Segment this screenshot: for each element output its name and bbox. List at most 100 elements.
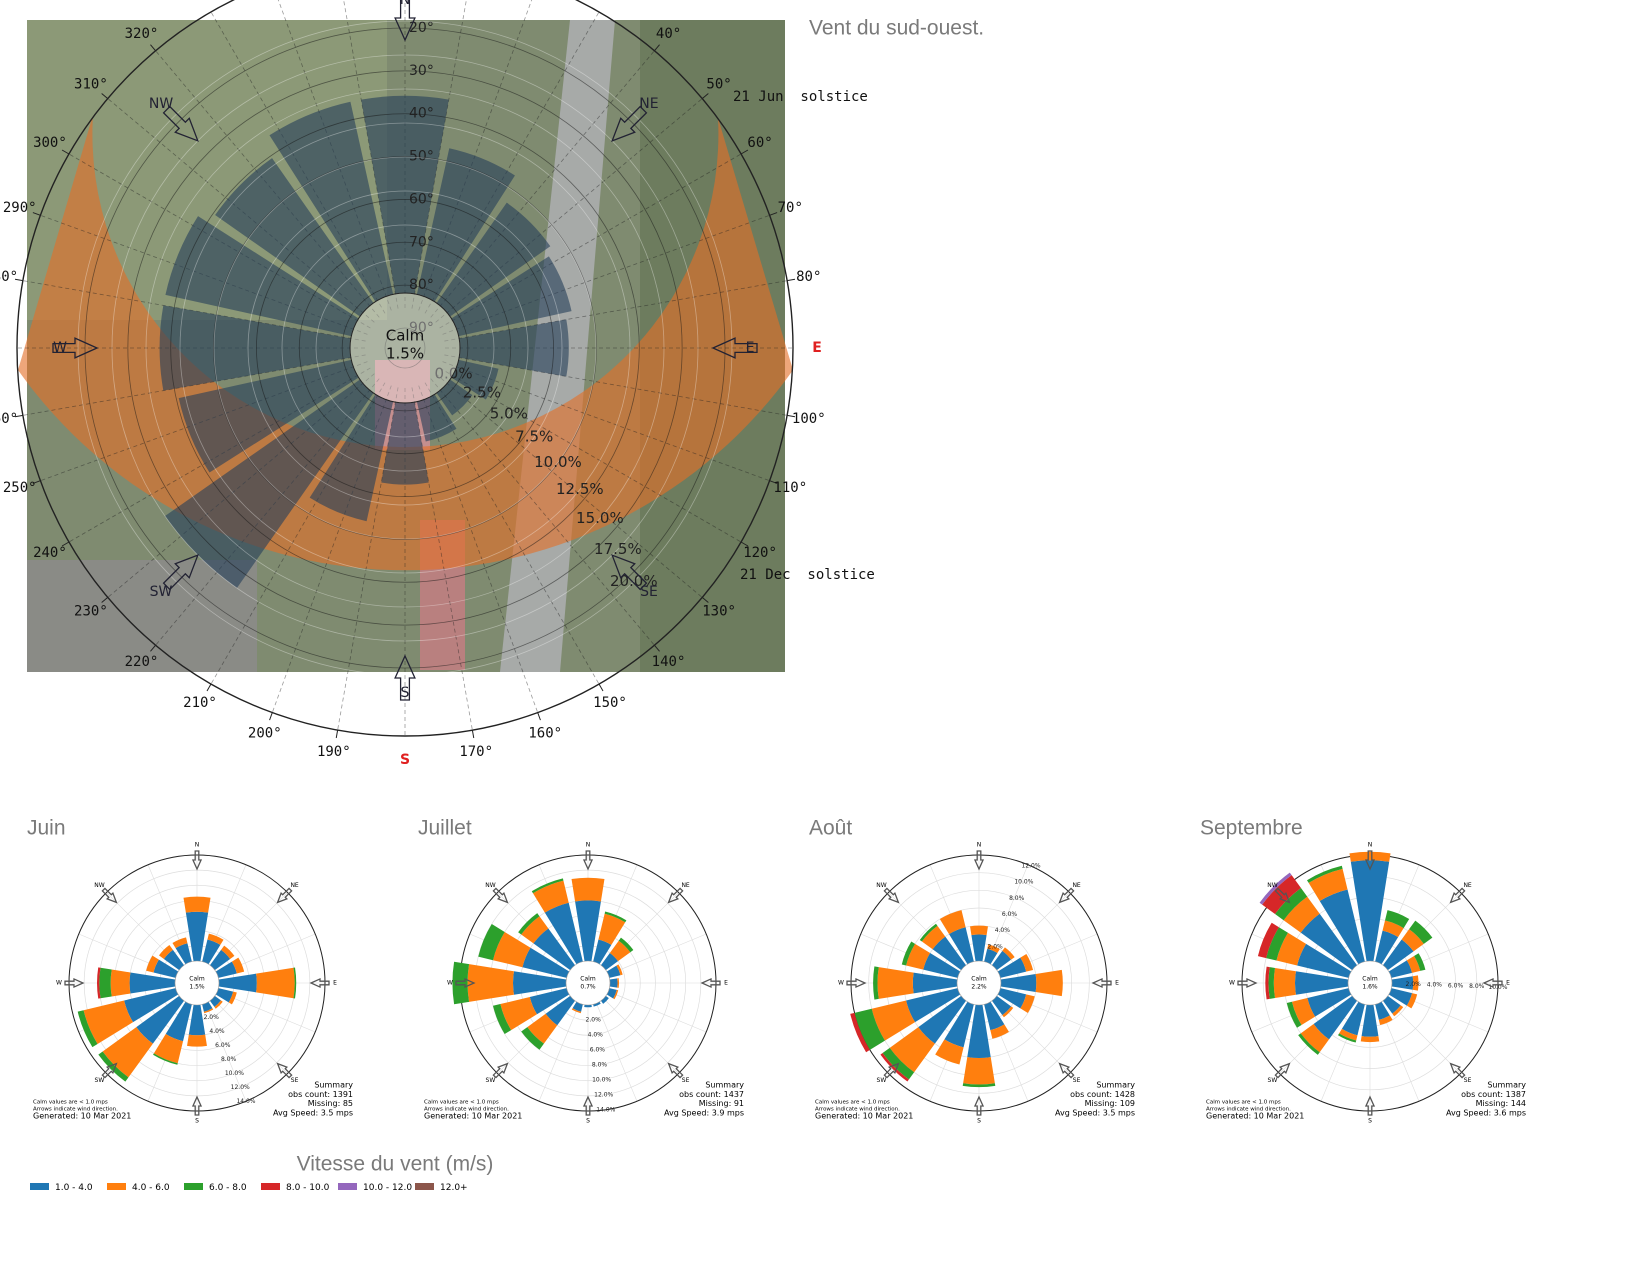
legend-swatch: [30, 1183, 49, 1190]
main-rose: 20°30°40°50°60°70°80°90°0.0%2.5%5.0%7.5%…: [0, 0, 875, 768]
rose-segment: [1338, 1033, 1357, 1043]
rose-segment: [500, 996, 537, 1031]
radial-grid: [538, 1003, 580, 1102]
direction-label: E: [746, 340, 755, 356]
azimuth-tick: [769, 480, 778, 484]
summary: Avg Speed: 3.6 mps: [1446, 1108, 1526, 1117]
azimuth-label: 50°: [706, 76, 731, 92]
azimuth-tick: [101, 93, 109, 99]
rose-segment: [452, 961, 470, 1005]
azimuth-tick: [14, 414, 23, 418]
rose-segment: [854, 1008, 885, 1050]
ring-label: 6.0%: [1448, 982, 1464, 989]
direction-label: W: [53, 340, 67, 356]
direction-label: N: [400, 0, 410, 8]
rose-segment: [575, 900, 601, 962]
summary: obs count: 1387: [1461, 1090, 1526, 1099]
elevation-label: 20°: [409, 20, 434, 36]
rose-petal: [416, 148, 515, 302]
ring-grid: [868, 872, 1090, 1094]
azimuth-label: 200°: [248, 725, 282, 741]
rose-segment: [1291, 998, 1316, 1025]
rose-segment: [529, 988, 570, 1015]
direction-label: S: [1368, 1118, 1372, 1125]
summary: Summary: [705, 1081, 744, 1090]
summary: Missing: 144: [1476, 1099, 1526, 1108]
rose-segment: [163, 949, 185, 971]
direction-label: SW: [150, 584, 173, 600]
rose-segment: [478, 924, 505, 961]
rose-segment: [1268, 967, 1275, 999]
azimuth-label: 130°: [702, 604, 736, 620]
calm-circle: [565, 960, 611, 1006]
rose-segment: [1286, 1001, 1302, 1028]
rose-segment: [921, 925, 946, 950]
rose-segment: [949, 927, 974, 965]
azimuth-label: 310°: [74, 76, 108, 92]
rose-segment: [939, 910, 966, 935]
elevation-circle: [256, 199, 554, 497]
calm-value: 1.5%: [189, 984, 205, 991]
rose-segment: [970, 925, 988, 936]
summary: Avg Speed: 3.5 mps: [273, 1108, 353, 1117]
azimuth-label: 40°: [656, 26, 681, 42]
azimuth-tick: [701, 93, 709, 99]
radial-grid: [603, 998, 679, 1074]
summary: Avg Speed: 3.5 mps: [1055, 1108, 1135, 1117]
rose-segment: [1276, 932, 1307, 966]
direction-arrow: [1091, 977, 1112, 989]
rose-segment: [617, 978, 620, 988]
azimuth-tick: [206, 683, 212, 692]
rose-petal: [178, 359, 359, 473]
chart-title: Juillet: [418, 817, 472, 840]
legend-swatch: [415, 1183, 434, 1190]
rose-segment: [531, 878, 564, 894]
ring-label: 2.0%: [204, 1014, 220, 1021]
rose-segment: [923, 953, 961, 978]
azimuth-tick: [787, 278, 796, 282]
rose-ring-label: 12.5%: [556, 480, 604, 498]
rose-segment: [877, 967, 914, 999]
rose-petal: [165, 216, 359, 337]
rose-segment: [1306, 865, 1343, 883]
note: Arrows indicate wind direction.: [424, 1107, 509, 1113]
rose-segment: [1378, 1015, 1393, 1026]
rose-segment: [207, 933, 224, 945]
calm-value: 1.6%: [1362, 984, 1378, 991]
rose-segment: [187, 1034, 207, 1047]
direction-label: NE: [1463, 882, 1471, 889]
rose-segment: [102, 1027, 153, 1078]
rose-segment: [571, 877, 605, 902]
direction-arrow: [883, 1062, 900, 1079]
ring-label: 4.0%: [209, 1028, 225, 1035]
small-roses: Juin2.0%4.0%6.0%8.0%10.0%12.0%14.0%Calm1…: [27, 817, 1526, 1125]
calm-value: 1.5%: [386, 345, 424, 363]
direction-arrow: [846, 977, 867, 989]
rose-segment: [613, 989, 619, 1000]
direction-arrow: [711, 337, 758, 359]
rose-segment: [1409, 920, 1433, 944]
rose-segment: [1385, 910, 1410, 929]
calm-label: Calm: [580, 976, 596, 983]
direction-arrow: [611, 554, 648, 591]
direction-arrow: [162, 105, 199, 142]
rose-segment: [967, 1004, 991, 1059]
summary: obs count: 1428: [1070, 1090, 1135, 1099]
rose-segment: [172, 937, 188, 949]
rose-segment: [919, 923, 938, 942]
direction-arrow: [64, 977, 85, 989]
rose-segment: [146, 955, 159, 973]
direction-label: N: [1368, 842, 1373, 849]
azimuth-label: 80°: [796, 269, 821, 285]
azimuth-label: 190°: [317, 744, 351, 760]
rose-segment: [1339, 1028, 1358, 1041]
azimuth-label: 250°: [3, 480, 37, 496]
ring-label: 14.0%: [596, 1106, 615, 1113]
rose-ring-label: 2.5%: [463, 383, 501, 401]
azimuth-line: [424, 382, 600, 685]
note: Generated: 10 Mar 2021: [1206, 1112, 1304, 1121]
direction-arrow: [973, 850, 985, 871]
rose-segment: [153, 1034, 184, 1064]
direction-arrow: [973, 1095, 985, 1116]
